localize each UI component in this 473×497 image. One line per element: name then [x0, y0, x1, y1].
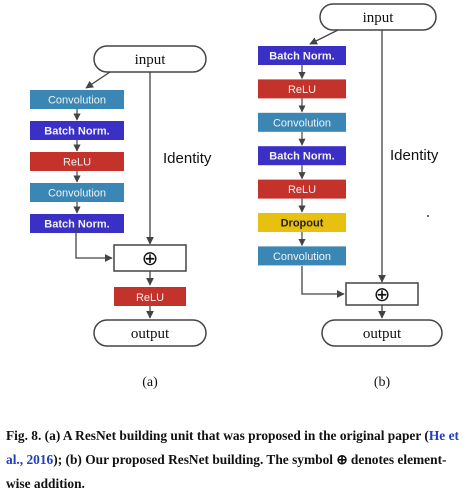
sublabel-a: (a) [142, 375, 158, 390]
layer-label: Batch Norm. [269, 51, 334, 63]
layer-label: ReLU [63, 157, 91, 169]
add-symbol: ⊕ [374, 284, 391, 306]
layer-batch-norm [258, 146, 346, 166]
input-node [319, 3, 437, 31]
caption-text-1: Fig. 8. (a) A ResNet building unit that … [6, 428, 429, 443]
identity-label: Identity [163, 150, 212, 167]
diagram-b: input Batch Norm. ReLU Convolution Batch No… [258, 3, 443, 390]
layer-relu [258, 79, 346, 99]
layer-label: Batch Norm. [269, 151, 334, 163]
layer-dropout [258, 213, 346, 232]
input-label: input [135, 52, 167, 68]
layer-label: ReLU [288, 184, 316, 196]
layer-convolution [30, 90, 124, 109]
layer-label: Convolution [48, 188, 106, 200]
layer-batch-norm [30, 121, 124, 140]
layer-label: Dropout [281, 218, 324, 230]
layer-label: Convolution [273, 117, 331, 129]
output-label: output [131, 326, 170, 342]
diagram-a: input Convolution Batch Norm. ReLU Convolut… [30, 45, 212, 390]
layer-label: Batch Norm. [44, 126, 109, 138]
output-node [93, 319, 207, 347]
layer-convolution [258, 112, 346, 132]
layer-label: ReLU [288, 84, 316, 96]
resnet-figure: input Convolution Batch Norm. ReLU Convolut… [30, 3, 443, 390]
layer-label: Convolution [48, 95, 106, 107]
input-label: input [363, 10, 395, 26]
figure-caption: Fig. 8. (a) A ResNet building unit that … [6, 424, 470, 496]
layer-batch-norm [258, 46, 346, 65]
post-relu-layer [114, 287, 186, 306]
layer-convolution [258, 246, 346, 266]
layer-label: Convolution [273, 251, 331, 263]
add-symbol: ⊕ [142, 248, 159, 270]
stray-dot [427, 215, 429, 217]
output-label: output [363, 326, 402, 342]
sublabel-b: (b) [374, 375, 391, 390]
addition-node [113, 244, 187, 272]
layer-label: Batch Norm. [44, 219, 109, 231]
post-relu-label: ReLU [136, 292, 164, 304]
output-node [321, 319, 443, 347]
identity-label: Identity [390, 147, 439, 164]
layer-convolution [30, 183, 124, 202]
layer-relu [30, 152, 124, 171]
layer-batch-norm [30, 214, 124, 233]
layer-relu [258, 179, 346, 199]
citation-link[interactable]: He et al., 2016 [6, 428, 459, 467]
caption-text-2: ); (b) Our proposed ResNet building. The… [6, 452, 447, 491]
